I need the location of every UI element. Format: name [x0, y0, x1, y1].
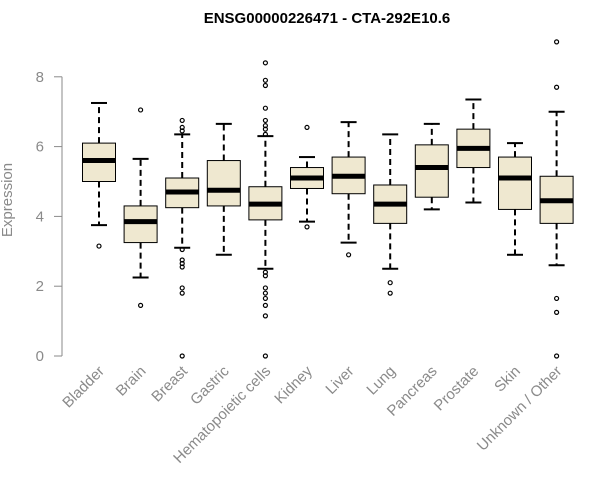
x-tick-label: Skin: [491, 363, 524, 396]
box-bladder: [82, 101, 116, 249]
box-unknown-other: [539, 39, 574, 359]
outlier-point: [179, 246, 185, 253]
outlier-point: [262, 131, 268, 137]
outlier-point: [304, 224, 310, 230]
y-tick-label: 0: [36, 348, 44, 365]
outlier-point: [346, 252, 352, 258]
box-brain: [123, 107, 158, 308]
outlier-point: [262, 60, 268, 66]
outlier-point: [262, 269, 268, 275]
outlier-point: [262, 77, 268, 83]
axes: 0 2 4 6 8: [36, 69, 63, 365]
outlier-point: [553, 84, 560, 90]
y-axis-label: Expression: [0, 163, 16, 237]
box-liver: [331, 121, 366, 258]
outlier-point: [179, 285, 185, 291]
box-gastric: [206, 122, 241, 256]
outlier-point: [179, 290, 185, 296]
outlier-point: [262, 117, 268, 124]
outlier-point: [553, 309, 560, 315]
box-skin: [498, 142, 532, 256]
box-kidney: [290, 124, 324, 230]
box-pancreas: [414, 122, 449, 211]
box-breast: [165, 117, 200, 359]
x-tick-label: Brain: [113, 363, 150, 400]
outlier-point: [387, 290, 393, 296]
outlier-point: [304, 124, 310, 131]
outlier-point: [262, 295, 268, 302]
x-tick-label: Bladder: [59, 363, 108, 412]
boxes: [82, 39, 574, 359]
outlier-point: [262, 105, 268, 111]
x-tick-label: Prostate: [431, 363, 483, 415]
x-tick-label: Breast: [148, 362, 191, 405]
outlier-point: [262, 123, 268, 129]
y-tick-label: 2: [36, 278, 44, 295]
outlier-point: [262, 82, 268, 89]
outlier-point: [262, 290, 268, 296]
outlier-point: [179, 124, 185, 131]
outlier-point: [96, 243, 102, 249]
outlier-point: [553, 39, 560, 45]
iqr-box: [414, 144, 449, 198]
box-hematopoietic-cells: [248, 60, 283, 359]
outlier-point: [262, 353, 268, 359]
x-tick-label: Kidney: [271, 362, 316, 407]
outlier-point: [179, 257, 185, 263]
outlier-point: [387, 280, 393, 286]
outlier-point: [138, 302, 144, 308]
outlier-point: [179, 117, 185, 124]
outlier-point: [553, 295, 560, 302]
chart-title: ENSG00000226471 - CTA-292E10.6: [204, 10, 451, 27]
outlier-point: [262, 313, 268, 319]
outlier-point: [262, 285, 268, 291]
outlier-point: [262, 302, 268, 308]
iqr-box: [123, 205, 158, 244]
iqr-box: [498, 156, 532, 210]
y-tick-label: 6: [36, 139, 44, 156]
box-lung: [373, 133, 408, 296]
x-tick-label: Lung: [363, 363, 399, 399]
y-tick-label: 8: [36, 69, 44, 86]
box-prostate: [456, 98, 491, 204]
iqr-box: [206, 160, 241, 207]
outlier-point: [138, 107, 144, 113]
y-tick-label: 4: [36, 208, 44, 225]
outlier-point: [179, 353, 185, 359]
outlier-point: [553, 353, 560, 359]
x-tick-label: Liver: [322, 363, 357, 398]
